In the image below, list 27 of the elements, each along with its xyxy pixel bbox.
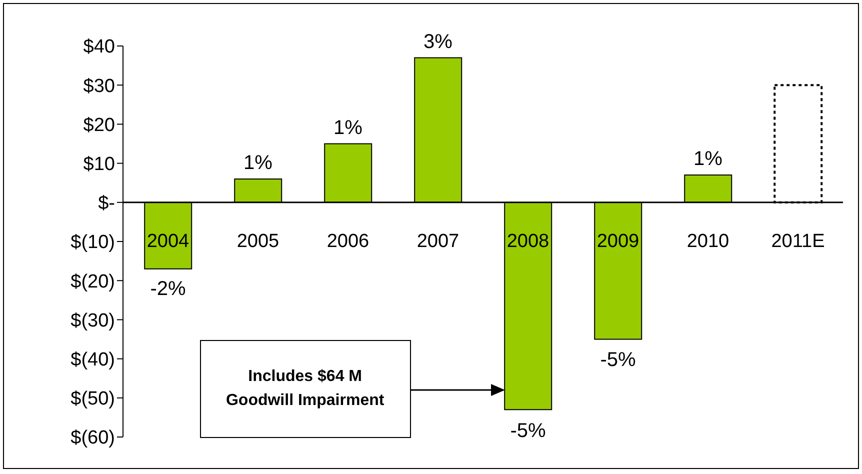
- y-tick-label: $-: [98, 193, 115, 214]
- annotation: 1%: [334, 117, 363, 139]
- x-tick-label: 2006: [326, 230, 370, 252]
- y-tick-label: $30: [83, 76, 115, 97]
- y-tick-label: $(60): [70, 428, 115, 449]
- x-tick-label: 2007: [416, 230, 460, 252]
- annotation: -5%: [600, 349, 636, 371]
- x-tick-label: 2008: [506, 230, 550, 252]
- annotation: 1%: [244, 152, 273, 174]
- y-tick-label: $(40): [70, 350, 115, 371]
- annotation: 3%: [424, 30, 453, 53]
- annotation: Includes $64 M Goodwill Impairment: [224, 366, 386, 411]
- x-tick-label: 2005: [236, 230, 280, 252]
- y-tick-label: $20: [83, 114, 115, 136]
- x-tick-label: 2009: [596, 230, 640, 252]
- y-tick-label: $10: [83, 154, 115, 176]
- annotation: 1%: [694, 148, 723, 170]
- x-tick-label: 2004: [146, 230, 190, 252]
- annotation: -2%: [150, 278, 186, 300]
- y-tick-label: $(20): [70, 271, 115, 292]
- annotation: -5%: [510, 420, 546, 442]
- x-tick-label: 2010: [686, 230, 730, 252]
- y-tick-label: $40: [83, 36, 115, 58]
- y-tick-label: $(50): [70, 388, 115, 410]
- x-tick-label: 2011E: [771, 230, 825, 252]
- y-tick-label: $(10): [70, 232, 115, 254]
- y-tick-label: $(30): [70, 310, 115, 332]
